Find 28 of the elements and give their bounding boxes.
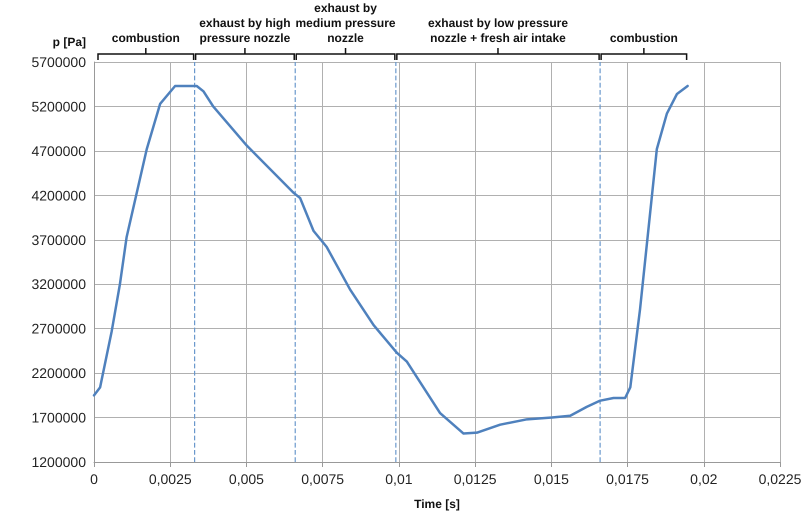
x-tick-label: 0,0075	[301, 471, 344, 487]
y-tick-label: 3200000	[31, 276, 86, 292]
y-tick-label: 1200000	[31, 454, 86, 470]
y-tick-label: 1700000	[31, 410, 86, 426]
line-series	[92, 84, 689, 435]
text: exhaust by low pressure nozzle + fresh air intake	[426, 16, 569, 46]
x-tick-label: 0,02	[690, 471, 718, 487]
y-tick-label: 2700000	[31, 320, 86, 337]
y-tick-label: 5700000	[31, 54, 86, 70]
y-tick-label: 4700000	[31, 142, 86, 159]
y-tick-label: 5200000	[31, 98, 86, 114]
x-tick-label: 0,0125	[454, 471, 497, 487]
x-tick-label: 0,0225	[758, 471, 802, 487]
x-tick-label: 0,0175	[606, 471, 650, 487]
text: exhaust by medium pressure nozzle	[294, 1, 397, 46]
x-tick-label: 0,0025	[148, 471, 192, 487]
y-tick-label: 4200000	[31, 187, 86, 204]
y-tick-label: 2200000	[31, 365, 86, 382]
y-tick-label: 3700000	[31, 232, 86, 248]
x-axis-title: Time [s]	[414, 497, 460, 511]
x-tick-label: 0,01	[385, 471, 413, 487]
x-tick-label: 0,015	[534, 471, 570, 487]
x-tick-label: 0,005	[228, 471, 264, 487]
y-axis-title: p [Pa]	[52, 35, 86, 49]
text: combustion	[608, 31, 679, 46]
x-tick-label: 0	[90, 471, 98, 487]
text: combustion	[110, 31, 181, 46]
text: exhaust by high pressure nozzle	[199, 16, 291, 45]
